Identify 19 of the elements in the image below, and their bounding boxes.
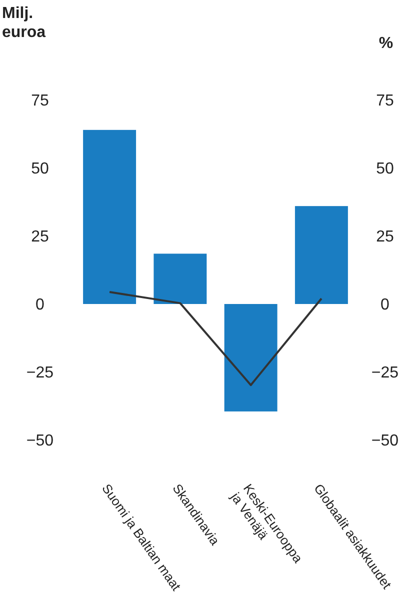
bar: [294, 206, 348, 304]
bar: [154, 254, 207, 304]
y-tick-label: −50: [26, 432, 54, 450]
y2-tick-label: −25: [371, 364, 399, 382]
y-tick-label: −25: [26, 364, 54, 382]
y2-axis-title: %: [378, 35, 394, 52]
y2-tick-label: 25: [376, 228, 394, 246]
y-tick-label: 50: [31, 160, 49, 178]
y-axis-title: Milj. euroa: [2, 5, 46, 41]
y-tick-label: 0: [36, 296, 45, 314]
y-tick-label: 25: [31, 228, 49, 246]
y2-tick-label: 75: [376, 92, 394, 110]
y2-tick-label: −50: [371, 432, 399, 450]
y2-tick-label: 0: [380, 296, 390, 314]
y2-tick-label: 50: [376, 160, 394, 178]
y-tick-label: 75: [31, 92, 49, 110]
bar: [83, 130, 136, 304]
line-series: [108, 291, 322, 386]
bar: [224, 304, 278, 412]
